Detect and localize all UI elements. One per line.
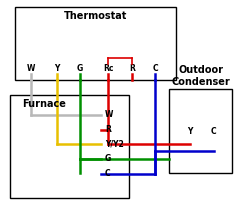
Text: R: R [129, 64, 135, 73]
Text: R: R [105, 125, 111, 134]
Text: C: C [211, 127, 216, 136]
Bar [15, 7, 176, 80]
Text: C: C [105, 169, 110, 178]
Text: G: G [105, 154, 111, 164]
Bar [10, 95, 129, 198]
Text: Y: Y [54, 64, 60, 73]
Text: C: C [152, 64, 158, 73]
Text: G: G [77, 64, 83, 73]
Text: W: W [105, 110, 113, 119]
Text: Y/Y2: Y/Y2 [105, 140, 124, 149]
Text: W: W [27, 64, 35, 73]
Text: Furnace: Furnace [22, 99, 66, 109]
Text: Rc: Rc [103, 64, 114, 73]
Text: Outdoor
Condenser: Outdoor Condenser [171, 65, 230, 87]
Bar [169, 89, 232, 173]
Text: Thermostat: Thermostat [64, 11, 127, 21]
Text: Y: Y [188, 127, 193, 136]
